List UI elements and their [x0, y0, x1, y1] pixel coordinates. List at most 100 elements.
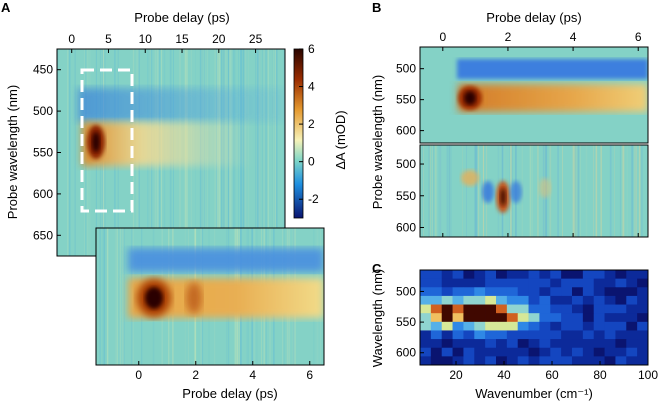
noise-stripe — [74, 49, 76, 256]
heatmap-cell — [582, 270, 595, 279]
panel-c-y-label: Wavelength (nm) — [370, 269, 385, 368]
panel-c-x-tick-label: 40 — [497, 368, 511, 382]
highlight-box — [80, 68, 134, 213]
heatmap-cell — [572, 313, 584, 323]
noise-stripe — [271, 49, 274, 256]
heatmap-cell — [604, 295, 616, 305]
heatmap-cell — [506, 295, 519, 305]
noise-stripe — [118, 228, 120, 365]
heatmap-cell — [430, 304, 443, 314]
heatmap-cell — [528, 270, 540, 279]
panel-c-x-tick-label: 100 — [638, 368, 658, 382]
heatmap-cell — [539, 356, 551, 365]
heatmap-cell — [637, 270, 648, 279]
noise-stripe — [562, 145, 563, 237]
noise-stripe — [423, 145, 424, 237]
heatmap-cell — [550, 278, 562, 288]
heatmap-cell — [604, 270, 616, 279]
heatmap-cell — [615, 304, 627, 314]
panel-b-top-y-tick-label: 500 — [396, 62, 416, 76]
noise-stripe — [276, 49, 278, 256]
noise-stripe — [274, 49, 276, 256]
heatmap-cell — [506, 304, 519, 314]
heatmap-cell — [582, 304, 595, 314]
heatmap-cell — [637, 295, 648, 305]
heatmap-cell — [517, 270, 529, 279]
heatmap-cell — [626, 330, 638, 340]
heatmap-cell — [496, 278, 508, 288]
heatmap-cell — [626, 295, 638, 305]
heatmap-cell — [593, 339, 605, 349]
colorbar-tick-label: 0 — [308, 155, 315, 169]
noise-stripe — [283, 49, 285, 256]
heatmap-cell — [441, 287, 453, 297]
heatmap-cell — [474, 304, 486, 314]
heatmap-cell — [572, 321, 584, 331]
heatmap-cell — [528, 347, 540, 357]
noise-stripe — [256, 49, 258, 256]
heatmap-cell — [452, 330, 464, 340]
heatmap-cell — [485, 330, 497, 340]
noise-stripe — [619, 145, 621, 237]
heatmap-cell — [420, 270, 432, 279]
colorbar-tick-label: -2 — [308, 192, 319, 206]
heatmap-cell — [474, 270, 486, 279]
noise-stripe — [258, 49, 261, 256]
heatmap-cell — [593, 278, 605, 288]
noise-stripe — [449, 145, 451, 237]
inset-x-tick-label: 4 — [249, 368, 256, 382]
heatmap-cell — [463, 347, 475, 357]
panel-a-y-tick-label: 500 — [33, 104, 53, 118]
heatmap-cell — [441, 321, 453, 331]
heatmap-cell — [517, 356, 529, 365]
heatmap-cell — [582, 313, 595, 323]
heatmap-cell — [615, 287, 627, 297]
heatmap-cell — [615, 278, 627, 288]
noise-stripe — [258, 49, 261, 256]
noise-stripe — [575, 145, 577, 237]
noise-stripe — [466, 145, 467, 237]
panel-b-y-label: Probe wavelength (nm) — [370, 75, 385, 209]
colorbar-tick-label: 2 — [308, 117, 315, 131]
heatmap-cell — [496, 339, 508, 349]
heatmap-cell — [441, 330, 453, 340]
noise-stripe — [122, 228, 124, 365]
heatmap-cell — [528, 356, 540, 365]
heatmap-cell — [615, 339, 627, 349]
heatmap-cell — [506, 356, 519, 365]
heatmap-cell — [517, 304, 529, 314]
panel-a-y-tick-label: 550 — [33, 146, 53, 160]
noise-stripe — [267, 49, 269, 256]
noise-stripe — [261, 49, 263, 256]
heatmap-cell — [528, 278, 540, 288]
noise-stripe — [626, 145, 628, 237]
heatmap-cell — [506, 313, 519, 323]
heatmap-cell — [420, 321, 432, 331]
heatmap-cell — [604, 339, 616, 349]
heatmap-cell — [637, 330, 648, 340]
noise-stripe — [274, 49, 277, 256]
heatmap-cell — [572, 347, 584, 357]
noise-stripe — [474, 145, 477, 237]
heatmap-cell — [637, 278, 648, 288]
heatmap-cell — [572, 339, 584, 349]
noise-stripe — [429, 145, 432, 237]
heatmap-cell — [550, 339, 562, 349]
heatmap-cell — [572, 356, 584, 365]
noise-stripe — [428, 145, 431, 237]
noise-stripe — [115, 228, 117, 365]
heatmap-cell — [615, 270, 627, 279]
heatmap-cell — [626, 270, 638, 279]
heatmap-cell — [420, 287, 432, 297]
noise-stripe — [622, 145, 625, 237]
heatmap-cell — [452, 287, 464, 297]
panel-b-x-label: Probe delay (ps) — [486, 10, 581, 25]
noise-stripe — [432, 145, 434, 237]
panel-c-y-tick-label: 550 — [396, 315, 416, 329]
heatmap-cell — [593, 321, 605, 331]
noise-stripe — [614, 145, 615, 237]
noise-stripe — [123, 228, 125, 365]
noise-stripe — [259, 49, 261, 256]
heatmap-cell — [539, 304, 551, 314]
heatmap-cell — [528, 304, 540, 314]
